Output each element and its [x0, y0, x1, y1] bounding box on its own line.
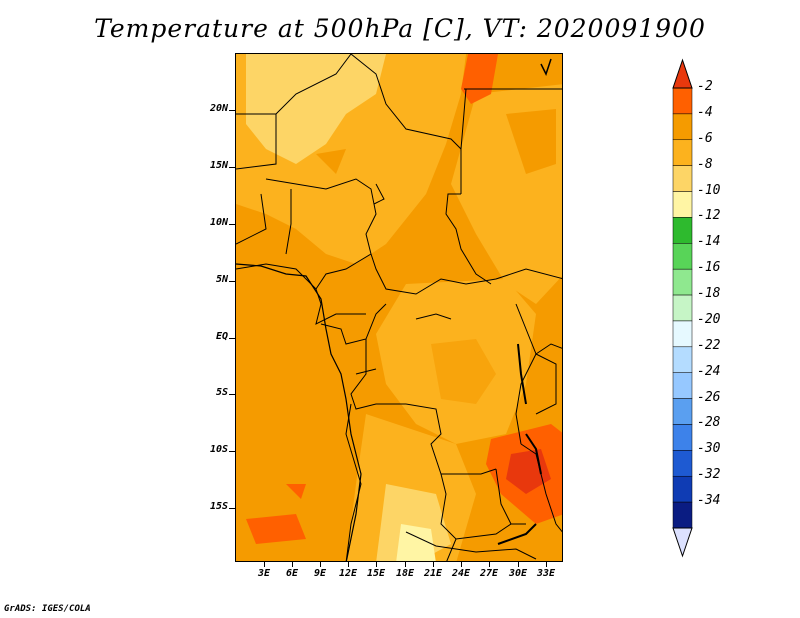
colorbar-label: -20	[697, 311, 721, 327]
colorbar-segment	[672, 243, 693, 270]
colorbar-segment	[672, 87, 693, 115]
x-tick-mark	[320, 562, 321, 567]
colorbar-segment	[672, 191, 693, 218]
temperature-field	[236, 54, 562, 561]
x-tick-label: 18E	[395, 568, 415, 579]
colorbar-label: -34	[697, 493, 721, 509]
y-tick-mark	[229, 338, 235, 339]
colorbar-label: -10	[697, 182, 721, 198]
temperature-map	[235, 53, 563, 562]
y-tick-mark	[229, 394, 235, 395]
colorbar-segment	[672, 268, 693, 296]
colorbar-label: -12	[697, 208, 721, 224]
y-tick-mark	[229, 508, 235, 509]
colorbar-segment	[672, 320, 693, 348]
colorbar-segment	[672, 501, 693, 529]
colorbar-label: -26	[697, 389, 721, 405]
x-tick-mark	[264, 562, 265, 567]
x-tick-mark	[546, 562, 547, 567]
x-tick-label: 21E	[423, 568, 443, 579]
colorbar-label: -16	[697, 260, 721, 276]
x-tick-mark	[348, 562, 349, 567]
y-tick-mark	[229, 224, 235, 225]
y-tick-label: 15S	[209, 501, 228, 512]
x-tick-mark	[405, 562, 406, 567]
colorbar-label: -6	[697, 130, 713, 146]
colorbar-segment	[672, 346, 693, 373]
map-title: Temperature at 500hPa [C], VT: 202009190…	[94, 14, 706, 43]
colorbar-bottom-arrow	[672, 527, 693, 558]
x-tick-label: 15E	[366, 568, 386, 579]
colorbar-label: -2	[697, 79, 713, 94]
colorbar-segment	[672, 424, 693, 451]
x-tick-label: 30E	[508, 568, 528, 579]
x-tick-mark	[376, 562, 377, 567]
y-tick-label: 5S	[215, 387, 228, 398]
colorbar-segment	[672, 113, 693, 141]
colorbar-segment	[672, 294, 693, 322]
colorbar	[672, 58, 693, 558]
y-tick-mark	[229, 451, 235, 452]
colorbar-segment	[672, 372, 693, 399]
y-tick-mark	[229, 167, 235, 168]
colorbar-label: -14	[697, 234, 721, 250]
y-tick-label: 15N	[209, 160, 228, 171]
colorbar-segment	[672, 475, 693, 503]
colorbar-label: -8	[697, 156, 713, 172]
x-tick-label: 9E	[313, 568, 327, 579]
x-tick-label: 27E	[479, 568, 499, 579]
x-tick-mark	[518, 562, 519, 567]
colorbar-label: -30	[697, 441, 721, 457]
colorbar-top-arrow	[672, 58, 693, 89]
x-tick-label: 6E	[285, 568, 299, 579]
colorbar-segment	[672, 450, 693, 477]
colorbar-segment	[672, 165, 693, 192]
colorbar-label: -4	[697, 104, 713, 120]
y-tick-label: EQ	[215, 331, 228, 342]
x-tick-mark	[461, 562, 462, 567]
colorbar-label: -32	[697, 467, 721, 483]
x-tick-mark	[292, 562, 293, 567]
colorbar-label: -28	[697, 415, 721, 431]
colorbar-segment	[672, 398, 693, 425]
x-tick-label: 33E	[536, 568, 556, 579]
colorbar-label: -22	[697, 337, 721, 353]
x-tick-label: 12E	[338, 568, 358, 579]
y-tick-label: 10S	[209, 444, 228, 455]
colorbar-segment	[672, 217, 693, 244]
grads-credit: GrADS: IGES/COLA	[4, 604, 91, 614]
y-tick-label: 10N	[209, 217, 228, 228]
y-tick-mark	[229, 281, 235, 282]
x-tick-mark	[489, 562, 490, 567]
x-tick-label: 24E	[451, 568, 471, 579]
y-tick-label: 5N	[215, 274, 228, 285]
colorbar-segment	[672, 139, 693, 166]
colorbar-label: -24	[697, 363, 721, 379]
x-tick-label: 3E	[257, 568, 271, 579]
y-tick-label: 20N	[209, 103, 228, 114]
colorbar-label: -18	[697, 286, 721, 302]
y-tick-mark	[229, 110, 235, 111]
x-tick-mark	[433, 562, 434, 567]
